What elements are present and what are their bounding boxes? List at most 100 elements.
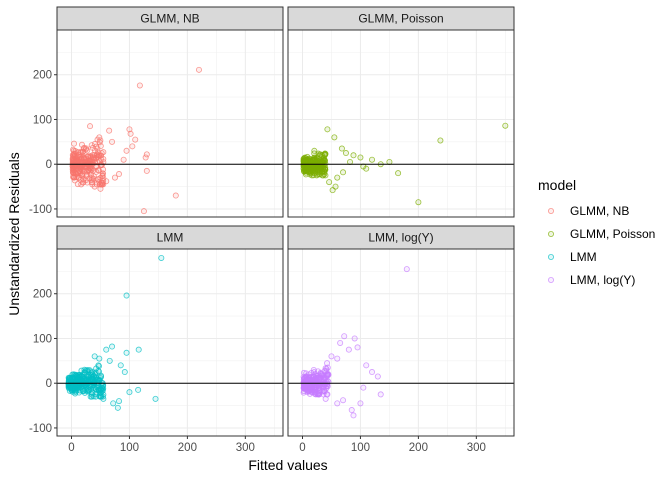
data-point (326, 179, 333, 186)
panel-background (288, 249, 514, 436)
data-point (87, 123, 94, 130)
data-point (140, 208, 147, 215)
data-point (92, 393, 99, 400)
x-tick-label: 0 (299, 442, 305, 454)
data-point (97, 175, 104, 182)
data-point (142, 154, 149, 161)
data-point (334, 400, 341, 407)
data-point (310, 172, 317, 179)
data-point (70, 167, 77, 174)
data-point (78, 141, 85, 148)
data-point (71, 371, 78, 378)
facet-strip-label: LMM (157, 231, 184, 245)
data-point (71, 140, 78, 147)
facet-panels: GLMM, NB GLMM, Poisson LMM LMM, log(Y) (56, 6, 515, 437)
data-point (301, 159, 308, 166)
x-tick-label: 300 (236, 442, 255, 454)
data-point (363, 362, 370, 369)
facet-panel: GLMM, NB (56, 6, 284, 218)
panel-border (287, 29, 515, 218)
y-tick-label: 200 (33, 289, 52, 301)
facet-strip-label: GLMM, NB (140, 12, 199, 26)
data-point (340, 169, 347, 176)
data-point (87, 373, 94, 380)
data-point (135, 346, 142, 353)
data-point (354, 344, 361, 351)
data-point (88, 166, 95, 173)
data-point (123, 349, 130, 356)
data-point (78, 181, 85, 188)
data-point (403, 266, 410, 273)
data-point (321, 151, 328, 158)
data-point (81, 389, 88, 396)
data-point (99, 170, 106, 177)
data-point (315, 391, 322, 398)
data-point (322, 374, 329, 381)
data-point (95, 362, 102, 369)
y-tick-label: 200 (33, 70, 52, 82)
x-axis-title: Fitted values (248, 457, 327, 473)
data-point (92, 369, 99, 376)
panel-background (57, 249, 283, 436)
data-point (315, 380, 322, 387)
data-point (314, 155, 321, 162)
data-point (348, 407, 355, 414)
legend-key (548, 230, 555, 237)
data-point (117, 362, 124, 369)
data-point (322, 395, 329, 402)
points-layer (69, 66, 202, 215)
data-point (415, 199, 422, 206)
legend-entry-label: LMM, log(Y) (570, 273, 635, 287)
data-point (314, 373, 321, 380)
legend: model GLMM, NB GLMM, Poisson LMM LMM, log(Y… (538, 177, 655, 287)
data-point (77, 382, 84, 389)
data-point (103, 346, 110, 353)
data-point (324, 126, 331, 133)
y-tick-label: 0 (46, 159, 52, 171)
data-point (72, 155, 79, 162)
data-point (334, 355, 341, 362)
data-point (395, 170, 402, 177)
panel-border (287, 248, 515, 437)
data-point (100, 149, 107, 156)
data-point (116, 171, 123, 178)
data-point (324, 360, 331, 367)
data-point (337, 339, 344, 346)
data-point (65, 374, 72, 381)
panel-border (56, 29, 284, 218)
data-point (77, 176, 84, 183)
facet-panel: GLMM, Poisson (287, 6, 515, 218)
data-point (82, 367, 89, 374)
x-tick-label: 100 (351, 442, 370, 454)
data-point (437, 137, 444, 144)
data-point (94, 145, 101, 152)
x-tick-label: 300 (467, 442, 486, 454)
legend-key (548, 207, 555, 214)
legend-entry-label: LMM (570, 250, 597, 264)
data-point (127, 130, 134, 137)
data-point (106, 127, 113, 134)
data-point (121, 369, 128, 376)
x-tick-label: 200 (409, 442, 428, 454)
data-point (172, 192, 179, 199)
data-point (304, 387, 311, 394)
y-axis-title: Unstandardized Residuals (6, 152, 22, 315)
data-point (103, 178, 110, 185)
data-point (502, 122, 509, 129)
data-point (360, 384, 367, 391)
y-tick-label: -100 (29, 423, 52, 435)
data-point (369, 156, 376, 163)
data-point (79, 374, 86, 381)
data-point (338, 145, 345, 152)
legend-title: model (538, 177, 576, 193)
facet-strip-label: GLMM, Poisson (358, 12, 443, 26)
points-layer (65, 254, 165, 411)
legend-entry-label: GLMM, Poisson (570, 227, 655, 241)
data-point (132, 136, 139, 143)
facet-panel: LMM (56, 225, 284, 437)
data-point (85, 157, 92, 164)
data-point (341, 333, 348, 340)
data-point (71, 174, 78, 181)
data-point (123, 147, 130, 154)
data-point (96, 355, 103, 362)
